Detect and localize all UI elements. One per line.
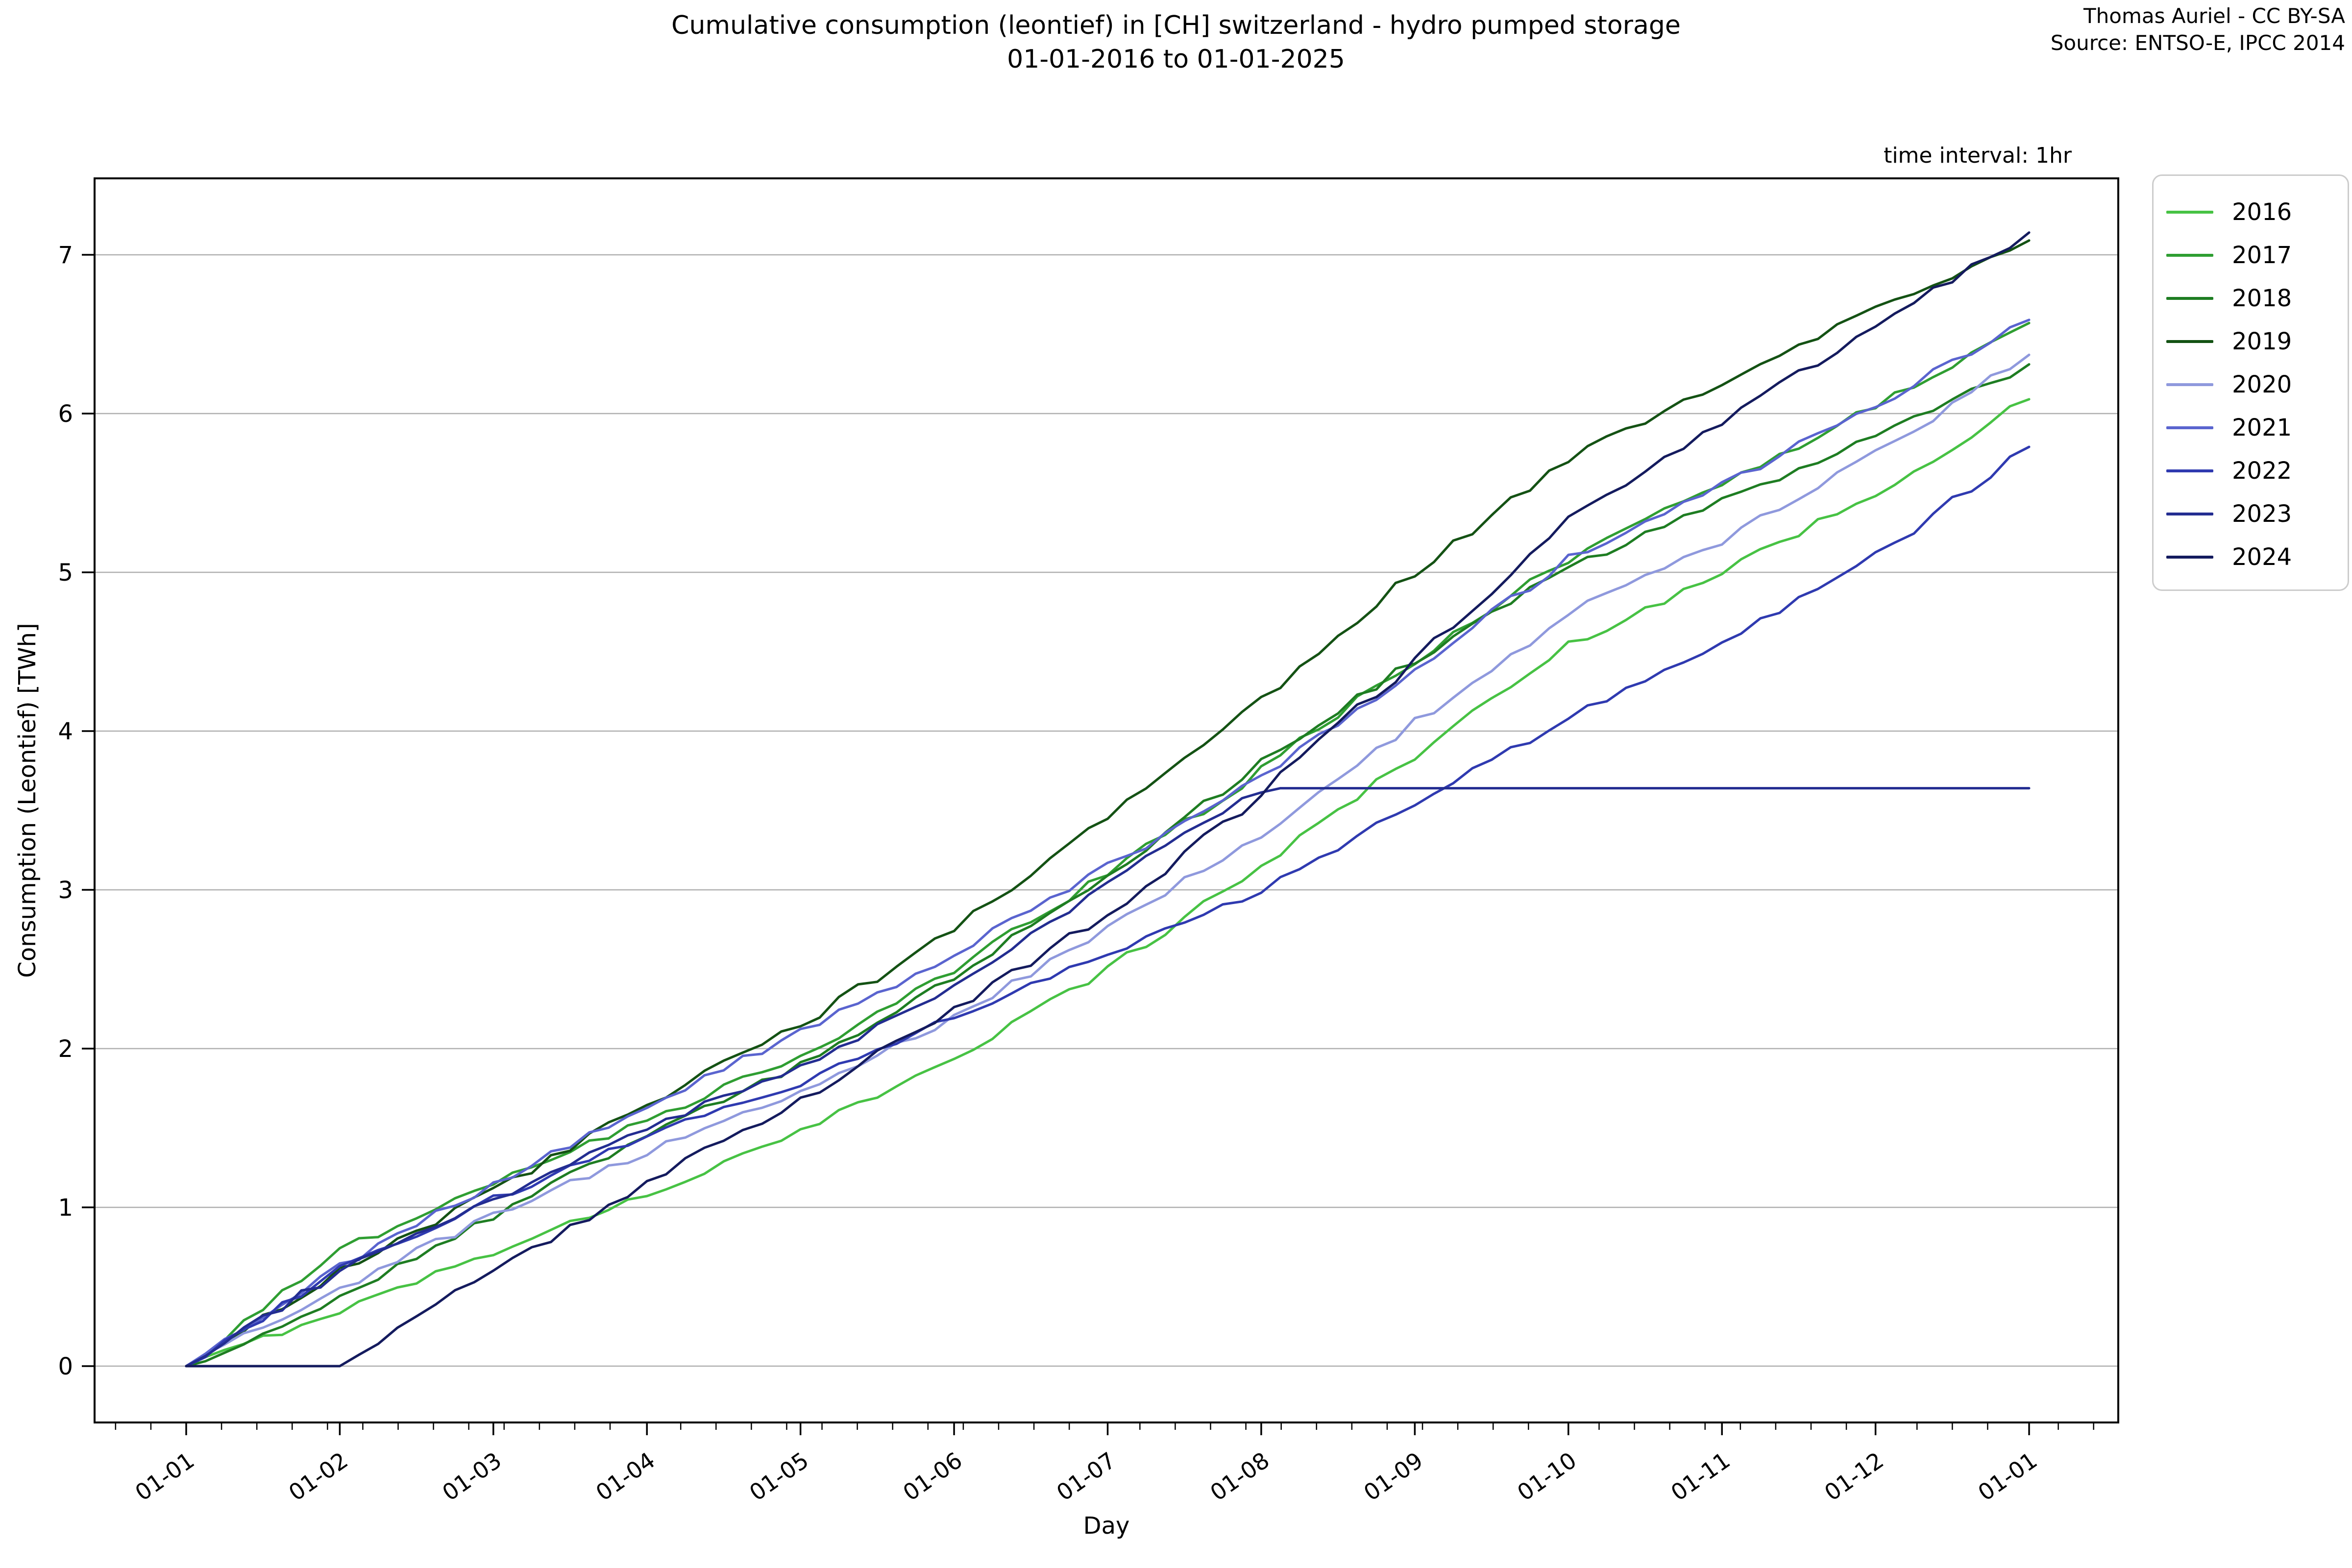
y-tick-label-5: 5 (58, 559, 73, 587)
legend-item-2024: 2024 (2154, 536, 2348, 579)
series-line-2023 (185, 787, 2031, 1368)
legend-swatch-2019 (2166, 340, 2213, 343)
legend-label-2021: 2021 (2232, 414, 2292, 441)
legend-label-2023: 2023 (2232, 500, 2292, 528)
time-interval-label: time interval: 1hr (1884, 143, 2072, 168)
legend-label-2016: 2016 (2232, 198, 2292, 226)
credit-block: Thomas Auriel - CC BY-SA Source: ENTSO-E… (2051, 3, 2345, 56)
y-tick-label-4: 4 (58, 718, 73, 745)
legend-box: 2016 2017 2018 2019 2020 2021 2022 2023 2024 (2152, 174, 2349, 591)
series-line-2019 (185, 239, 2031, 1368)
x-tick-label-12: 01-01 (1973, 1447, 2042, 1506)
x-tick-label-1: 01-02 (284, 1447, 352, 1506)
x-tick-label-4: 01-05 (745, 1447, 813, 1506)
x-tick-label-3: 01-04 (591, 1447, 660, 1506)
legend-item-2023: 2023 (2154, 492, 2348, 536)
series-line-2022 (185, 445, 2031, 1368)
y-tick-label-0: 0 (58, 1353, 73, 1380)
legend-item-2016: 2016 (2154, 191, 2348, 234)
legend-swatch-2016 (2166, 211, 2213, 214)
legend-swatch-2024 (2166, 556, 2213, 559)
legend-label-2024: 2024 (2232, 543, 2292, 571)
y-tick-label-2: 2 (58, 1035, 73, 1063)
x-tick-label-2: 01-03 (438, 1447, 506, 1506)
x-tick-label-9: 01-10 (1513, 1447, 1581, 1506)
x-tick-label-11: 01-12 (1819, 1447, 1888, 1506)
x-axis-label: Day (1083, 1512, 1130, 1540)
legend-item-2020: 2020 (2154, 363, 2348, 406)
y-tick-label-6: 6 (58, 400, 73, 428)
legend-label-2018: 2018 (2232, 285, 2292, 312)
chart-title-line2: 01-01-2016 to 01-01-2025 (1007, 44, 1345, 74)
x-tick-label-8: 01-09 (1359, 1447, 1427, 1506)
legend-label-2017: 2017 (2232, 242, 2292, 269)
series-line-2020 (185, 353, 2031, 1368)
credit-source: Source: ENTSO-E, IPCC 2014 (2050, 30, 2345, 55)
legend-swatch-2020 (2166, 383, 2213, 386)
legend-swatch-2021 (2166, 426, 2213, 429)
legend-label-2020: 2020 (2232, 371, 2292, 398)
x-tick-label-7: 01-08 (1205, 1447, 1274, 1506)
legend-swatch-2023 (2166, 513, 2213, 515)
y-axis-label: Consumption (Leontief) [TWh] (14, 623, 41, 978)
y-tick-label-1: 1 (58, 1194, 73, 1222)
chart-title: Cumulative consumption (leontief) in [CH… (0, 9, 2352, 76)
legend-item-2019: 2019 (2154, 320, 2348, 363)
series-line-2017 (185, 321, 2031, 1368)
series-line-2018 (185, 363, 2031, 1368)
x-tick-label-5: 01-06 (898, 1447, 967, 1506)
series-line-2021 (185, 318, 2031, 1368)
legend-item-2017: 2017 (2154, 234, 2348, 277)
legend-item-2018: 2018 (2154, 277, 2348, 320)
series-line-2016 (185, 398, 2031, 1368)
x-tick-label-6: 01-07 (1052, 1447, 1120, 1506)
legend-label-2022: 2022 (2232, 457, 2292, 485)
series-line-2024 (185, 231, 2031, 1368)
legend-item-2021: 2021 (2154, 406, 2348, 449)
legend-swatch-2018 (2166, 297, 2213, 300)
plot-frame (94, 177, 2119, 1423)
x-tick-label-10: 01-11 (1666, 1447, 1735, 1506)
legend-swatch-2022 (2166, 469, 2213, 472)
x-tick-label-0: 01-01 (130, 1447, 199, 1506)
legend-label-2019: 2019 (2232, 328, 2292, 355)
credit-author: Thomas Auriel - CC BY-SA (2083, 4, 2345, 28)
legend-item-2022: 2022 (2154, 449, 2348, 492)
legend-swatch-2017 (2166, 254, 2213, 257)
y-tick-label-7: 7 (58, 242, 73, 269)
chart-title-line1: Cumulative consumption (leontief) in [CH… (671, 11, 1681, 40)
y-tick-label-3: 3 (58, 877, 73, 904)
